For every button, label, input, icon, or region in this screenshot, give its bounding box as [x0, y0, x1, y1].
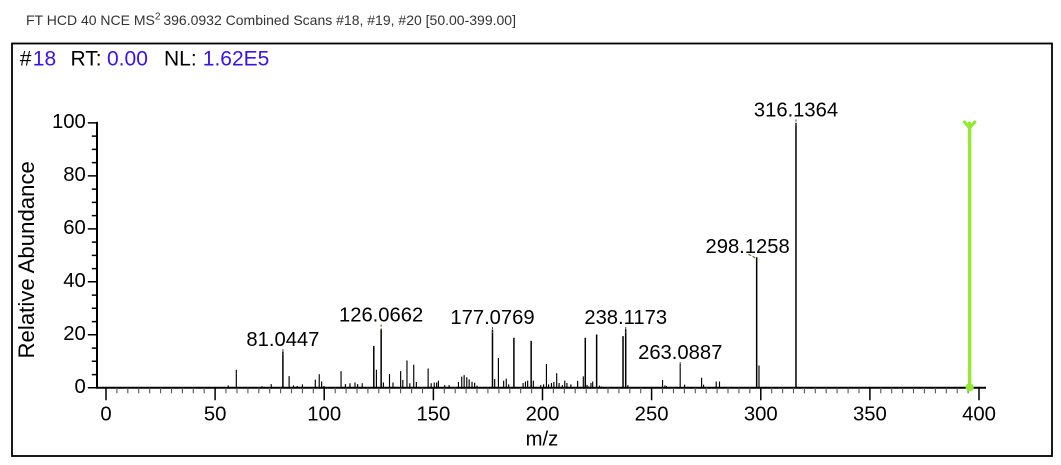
- svg-text:238.1173: 238.1173: [584, 307, 667, 329]
- svg-text:126.0662: 126.0662: [339, 305, 423, 327]
- svg-text:177.0769: 177.0769: [450, 307, 534, 329]
- svg-text:0: 0: [75, 376, 86, 398]
- svg-text:81.0447: 81.0447: [246, 329, 319, 351]
- svg-text:300: 300: [744, 404, 778, 426]
- svg-text:60: 60: [63, 217, 86, 239]
- svg-text:Relative Abundance: Relative Abundance: [14, 161, 39, 358]
- svg-text:100: 100: [307, 404, 341, 426]
- svg-text:0: 0: [100, 404, 111, 426]
- svg-text:FT HCD 40 NCE MS2 396.0932 Com: FT HCD 40 NCE MS2 396.0932 Combined Scan…: [26, 11, 516, 28]
- svg-text:316.1364: 316.1364: [754, 100, 838, 122]
- svg-text:100: 100: [52, 111, 86, 133]
- svg-text:80: 80: [63, 164, 86, 186]
- svg-text:298.1258: 298.1258: [705, 236, 789, 258]
- svg-text:263.0887: 263.0887: [638, 342, 722, 364]
- svg-text:350: 350: [853, 404, 887, 426]
- svg-text:250: 250: [635, 404, 669, 426]
- svg-text:50: 50: [204, 404, 227, 426]
- svg-text:m/z: m/z: [526, 429, 559, 451]
- svg-text:200: 200: [526, 404, 560, 426]
- svg-text:150: 150: [416, 404, 450, 426]
- svg-text:40: 40: [63, 270, 86, 292]
- svg-text:400: 400: [962, 404, 996, 426]
- svg-text:20: 20: [63, 323, 86, 345]
